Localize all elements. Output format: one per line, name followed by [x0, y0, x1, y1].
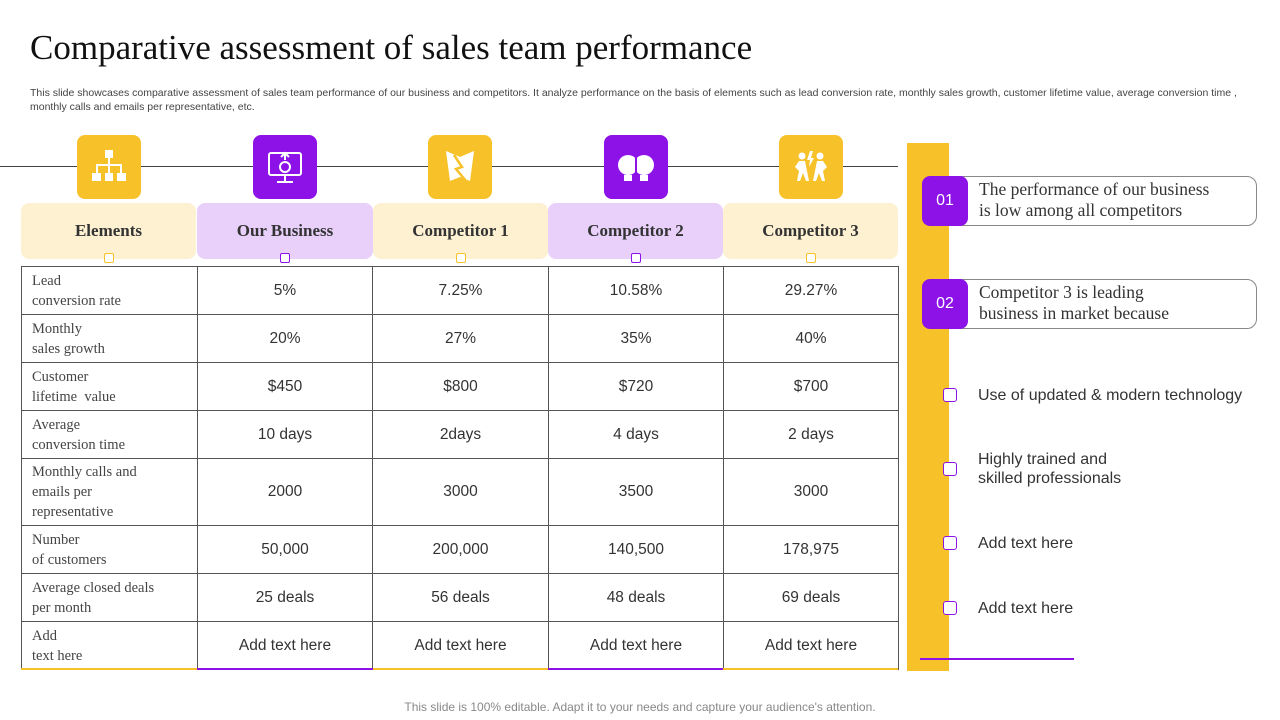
column-accent-bar	[197, 668, 373, 670]
bullet-checkbox	[943, 388, 957, 402]
table-cell: 27%	[372, 314, 549, 363]
row-label: Monthly calls and emails per representativ…	[21, 458, 198, 526]
bullet-checkbox	[943, 462, 957, 476]
competition-figures-icon	[779, 135, 843, 199]
side-accent-bar	[907, 143, 949, 671]
column-header-label: Elements	[74, 221, 143, 240]
column-accent-bar	[373, 668, 548, 670]
callout-number-badge: 02	[922, 279, 968, 329]
footer-note: This slide is 100% editable. Adapt it to…	[404, 700, 876, 714]
table-cell: $800	[372, 362, 549, 411]
head-to-head-icon	[604, 135, 668, 199]
bullet-checkbox	[943, 536, 957, 550]
callout-text: Competitor 3 is leading business in marke…	[979, 282, 1170, 323]
row-label: Customer lifetime value	[21, 362, 198, 411]
bullet-text: Use of updated & modern technology	[978, 387, 1243, 404]
table-row: Customer lifetime value $450 $800 $720 $7…	[21, 362, 899, 411]
column-accent-bar	[723, 668, 898, 670]
bullet-checkbox	[943, 601, 957, 615]
table-cell: 3000	[723, 458, 899, 526]
table-cell: 25 deals	[197, 573, 373, 622]
column-header-label: Competitor 3	[762, 221, 859, 240]
table-cell: 10.58%	[548, 266, 724, 315]
table-row: Monthly sales growth 20% 27% 35% 40%	[21, 314, 899, 363]
column-header-label: Our Business	[236, 221, 334, 240]
column-header-label: Competitor 2	[587, 221, 684, 240]
table-cell: 40%	[723, 314, 899, 363]
column-header-label: Competitor 1	[412, 221, 509, 240]
table-row: Monthly calls and emails per representativ…	[21, 458, 899, 526]
table-cell: Add text here	[548, 621, 724, 670]
bullet-text: Add text here	[978, 600, 1074, 617]
column-header-our-business: Our Business	[197, 203, 373, 263]
table-cell: 2days	[372, 410, 549, 459]
column-marker	[630, 253, 641, 263]
table-cell: $720	[548, 362, 724, 411]
table-cell: Add text here	[372, 621, 549, 670]
page-subtitle: This slide showcases comparative assessm…	[30, 87, 1237, 113]
callout-text: The performance of our business is low am…	[979, 179, 1210, 220]
table-cell: $700	[723, 362, 899, 411]
row-label: Average conversion time	[21, 410, 198, 459]
column-header-elements: Elements	[21, 203, 196, 263]
table-cell: Add text here	[197, 621, 373, 670]
table-cell: $450	[197, 362, 373, 411]
table-cell: 200,000	[372, 525, 549, 574]
callout-01: 01 The performance of our business is low…	[922, 176, 1257, 226]
column-marker	[455, 253, 466, 263]
column-header-competitor-1: Competitor 1	[373, 203, 548, 263]
column-accent-bar	[21, 668, 197, 670]
presentation-screen-icon	[253, 135, 317, 199]
table-cell: Add text here	[723, 621, 899, 670]
table-cell: 178,975	[723, 525, 899, 574]
page-title: Comparative assessment of sales team per…	[30, 28, 753, 67]
column-marker	[103, 253, 114, 263]
table-cell: 2 days	[723, 410, 899, 459]
table-cell: 56 deals	[372, 573, 549, 622]
table-cell: 4 days	[548, 410, 724, 459]
broken-shield-icon	[428, 135, 492, 199]
comparison-table: Lead conversion rate 5% 7.25% 10.58% 29.2…	[21, 266, 899, 670]
row-label: Lead conversion rate	[21, 266, 198, 315]
bullet-text: Add text here	[978, 535, 1074, 552]
table-row: Average conversion time 10 days 2days 4 d…	[21, 410, 899, 459]
column-header-competitor-2: Competitor 2	[548, 203, 723, 263]
table-row: Lead conversion rate 5% 7.25% 10.58% 29.2…	[21, 266, 899, 315]
table-cell: 50,000	[197, 525, 373, 574]
callout-02: 02 Competitor 3 is leading business in ma…	[922, 279, 1257, 329]
table-cell: 3000	[372, 458, 549, 526]
table-row: Number of customers 50,000 200,000 140,50…	[21, 525, 899, 574]
table-cell: 20%	[197, 314, 373, 363]
column-marker	[280, 253, 290, 263]
table-cell: 69 deals	[723, 573, 899, 622]
column-header-competitor-3: Competitor 3	[723, 203, 898, 263]
table-cell: 7.25%	[372, 266, 549, 315]
table-cell: 35%	[548, 314, 724, 363]
row-label: Number of customers	[21, 525, 198, 574]
column-marker	[805, 253, 816, 263]
row-label: Monthly sales growth	[21, 314, 198, 363]
table-cell: 140,500	[548, 525, 724, 574]
row-label: Add text here	[21, 621, 198, 670]
row-label: Average closed deals per month	[21, 573, 198, 622]
hierarchy-icon	[77, 135, 141, 199]
bullet-text: Highly trained and skilled professionals	[978, 451, 1122, 487]
table-row: Add text here Add text here Add text here…	[21, 621, 899, 670]
accent-underline	[920, 658, 1074, 660]
table-cell: 5%	[197, 266, 373, 315]
table-cell: 3500	[548, 458, 724, 526]
table-cell: 48 deals	[548, 573, 724, 622]
table-cell: 2000	[197, 458, 373, 526]
table-cell: 10 days	[197, 410, 373, 459]
callout-number-badge: 01	[922, 176, 968, 226]
table-row: Average closed deals per month 25 deals 5…	[21, 573, 899, 622]
table-cell: 29.27%	[723, 266, 899, 315]
column-accent-bar	[548, 668, 723, 670]
